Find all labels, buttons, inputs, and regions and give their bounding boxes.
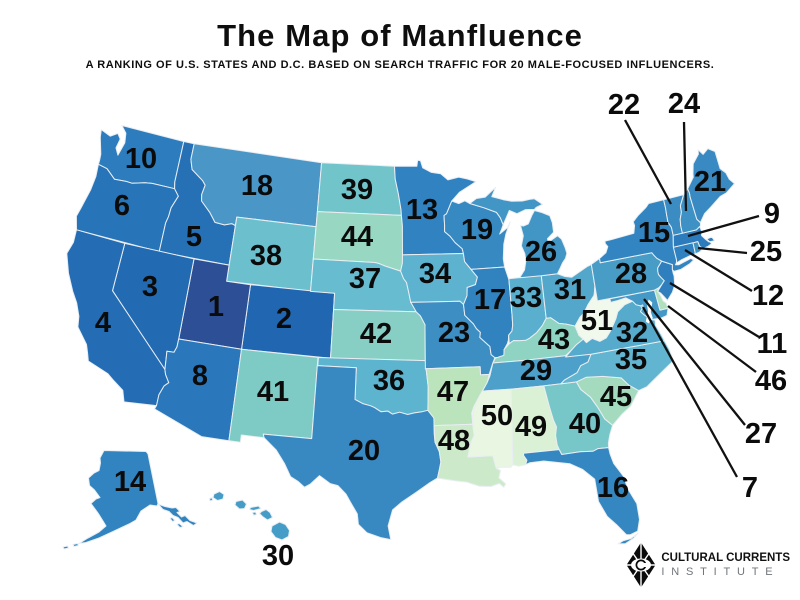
rank-label-sc: 45	[600, 381, 632, 413]
rank-label-ga: 40	[569, 408, 601, 440]
rank-label-ms: 50	[481, 400, 513, 432]
rank-label-al: 49	[515, 411, 547, 443]
cultural-currents-institute-logo: CULTURAL CURRENTS INSTITUTE	[626, 542, 790, 588]
logo-line2: INSTITUTE	[661, 566, 780, 578]
callout-line-ri	[697, 246, 748, 255]
rank-label-ks: 42	[360, 318, 392, 350]
rank-label-mo: 23	[438, 317, 470, 349]
rank-label-sd: 44	[341, 221, 373, 253]
state-shape-de	[654, 287, 669, 311]
rank-label-ny: 15	[638, 217, 670, 249]
callout-line-ma	[687, 214, 760, 238]
rank-label-ma: 9	[764, 198, 780, 230]
rank-label-mi: 26	[525, 236, 557, 268]
state-shape-ma	[672, 226, 716, 250]
callout-line-ct	[684, 249, 753, 292]
callout-line-vt	[623, 119, 673, 205]
callout-line-dc	[641, 306, 739, 478]
rank-label-wv: 51	[581, 305, 613, 337]
states-layer	[62, 125, 735, 550]
rank-label-nj: 11	[757, 328, 788, 360]
rank-label-ca: 4	[95, 307, 111, 339]
rank-label-fl: 16	[597, 472, 629, 504]
rank-label-tx: 20	[348, 435, 380, 467]
page-title: The Map of Manfluence	[217, 18, 583, 53]
rank-label-ak: 14	[114, 466, 146, 498]
state-shape-mi	[469, 186, 568, 279]
state-shape-dc	[640, 304, 644, 308]
rank-label-oh: 31	[554, 274, 586, 306]
rank-label-ar: 47	[437, 376, 469, 408]
rank-label-vt: 22	[608, 89, 640, 121]
rank-label-md: 27	[745, 418, 777, 450]
state-shape-hi	[209, 491, 290, 541]
rank-label-il: 17	[474, 284, 506, 316]
rank-label-co: 2	[276, 303, 292, 335]
rank-label-wy: 38	[250, 240, 282, 272]
logo-diamond-icon	[626, 542, 656, 588]
rank-label-az: 8	[192, 360, 208, 392]
rank-label-la: 48	[438, 425, 470, 457]
rank-label-nh: 24	[668, 88, 700, 120]
rank-label-nc: 35	[615, 344, 647, 376]
state-shape-me	[687, 148, 735, 224]
rank-label-dc: 7	[742, 472, 758, 504]
state-shape-ar	[424, 366, 490, 427]
logo-line1: CULTURAL CURRENTS	[661, 552, 790, 564]
rank-label-ne: 37	[349, 263, 381, 295]
rank-label-id: 5	[186, 221, 202, 253]
rank-label-or: 6	[114, 190, 130, 222]
state-shape-tx	[262, 365, 442, 541]
rank-label-mt: 18	[241, 170, 273, 202]
rank-label-ia: 34	[419, 258, 451, 290]
callout-line-md	[643, 298, 746, 426]
rank-label-ut: 1	[208, 291, 224, 323]
callout-line-nh	[682, 121, 688, 212]
rank-label-nv: 3	[142, 271, 158, 303]
rank-label-wi: 19	[461, 214, 493, 246]
state-shape-ak	[62, 450, 198, 550]
rank-label-me: 21	[694, 166, 726, 198]
page-subtitle: A RANKING OF U.S. STATES AND D.C. BASED …	[85, 59, 715, 71]
logo-text: CULTURAL CURRENTS INSTITUTE	[661, 552, 790, 578]
rank-label-mn: 13	[406, 194, 438, 226]
rank-label-in: 33	[510, 282, 542, 314]
rank-label-tn: 29	[520, 355, 552, 387]
rank-label-ct: 12	[752, 280, 784, 312]
callout-lines-layer	[623, 119, 760, 478]
rank-label-ky: 43	[538, 324, 570, 356]
rank-label-hi: 30	[262, 540, 294, 572]
rank-label-va: 32	[616, 317, 648, 349]
callout-line-de	[667, 305, 757, 373]
rank-label-ok: 36	[373, 365, 405, 397]
rank-label-wa: 10	[125, 143, 157, 175]
state-shape-az	[154, 338, 242, 442]
state-shape-nc	[560, 340, 675, 392]
rank-label-de: 46	[755, 365, 787, 397]
state-shape-nj	[657, 260, 676, 301]
callout-line-nj	[669, 282, 760, 338]
rank-label-nm: 41	[257, 376, 289, 408]
state-shape-fl	[523, 447, 640, 545]
rank-label-ri: 25	[750, 236, 782, 268]
rank-label-nd: 39	[341, 174, 373, 206]
rank-label-pa: 28	[615, 258, 647, 290]
